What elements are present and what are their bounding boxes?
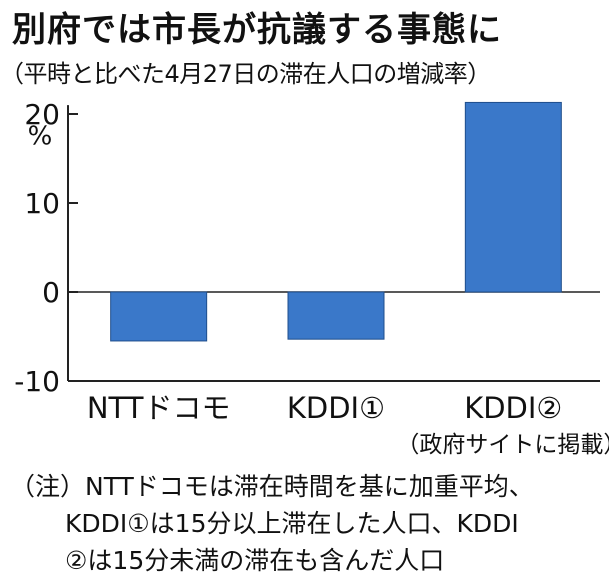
bar-chart: 20 10 0 -10% NTTドコモ KDDI① KDDI② （政府サイトに掲載） [14, 98, 609, 458]
footnote-line-3: ②は15分未満の滞在も含んだ人口 [65, 546, 445, 575]
footnote-line-2: KDDI①は15分以上滞在した人口、KDDI [65, 509, 519, 538]
y-tick-label: -10 [14, 365, 60, 398]
bar-1 [110, 291, 208, 342]
bar-2 [287, 291, 385, 340]
y-axis-unit-label: % [28, 121, 53, 151]
bar-3 [464, 101, 562, 293]
footnote: （注）NTTドコモは滞在時間を基に加重平均、 KDDI①は15分以上滞在した人口… [10, 468, 534, 579]
y-tick-label: 10 [24, 187, 60, 220]
chart-title: 別府では市長が抗議する事態に [12, 10, 502, 50]
footnote-line-1: （注）NTTドコモは滞在時間を基に加重平均、 [10, 472, 534, 501]
chart-subtitle: （平時と比べた4月27日の滞在人口の増減率） [0, 60, 491, 88]
x-category-label: NTTドコモ [87, 391, 231, 425]
x-category-note: （政府サイトに掲載） [396, 432, 609, 458]
x-category-label: KDDI① [287, 391, 385, 425]
y-tick-label: 20 [24, 98, 60, 131]
x-category-label: KDDI② [464, 391, 562, 425]
y-tick-label: 0 [42, 276, 60, 309]
